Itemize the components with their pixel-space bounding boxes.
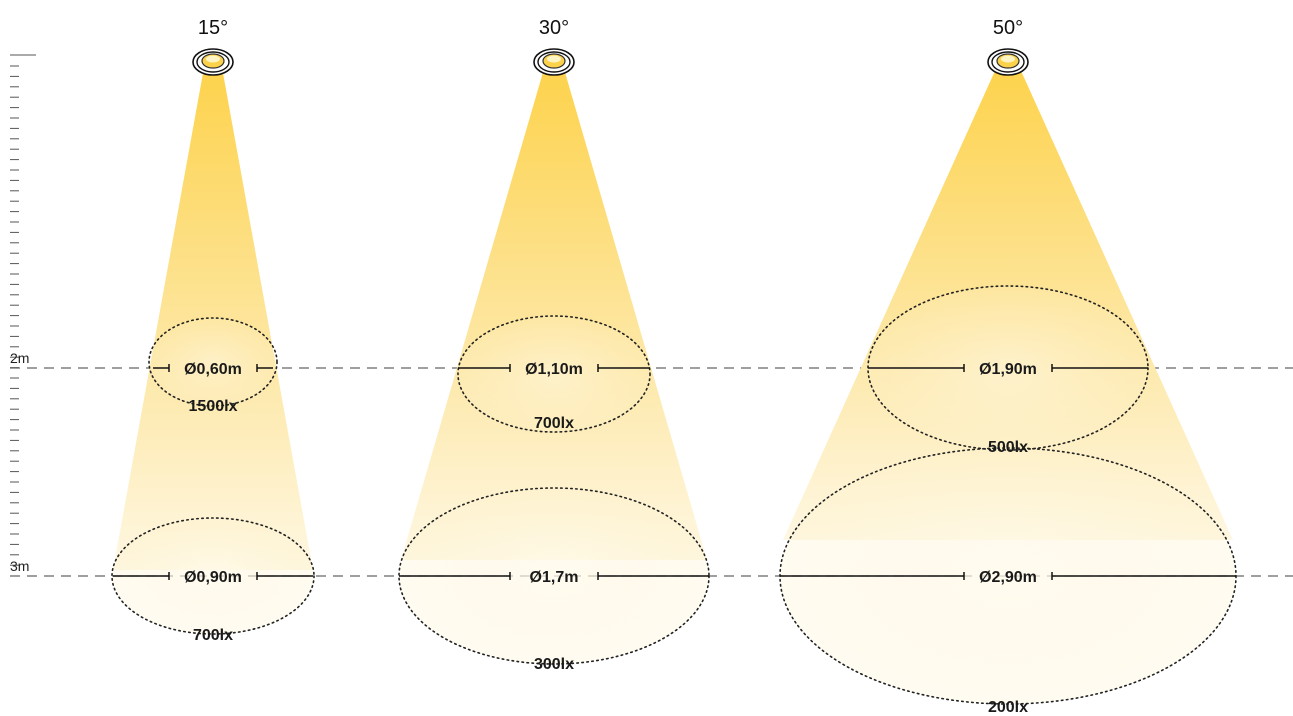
diameter-label: Ø1,10m	[525, 361, 583, 378]
illuminance-label: 700lx	[193, 627, 233, 644]
beams-group: 15° Ø0,60m 1500lx Ø0,90m 700lx 30° Ø1,10m 700lx…	[112, 17, 1236, 716]
height-label-2m: 2m	[10, 350, 29, 366]
illuminance-label: 1500lx	[189, 398, 238, 415]
downlight-fixture-icon	[534, 49, 574, 75]
illuminance-label: 300lx	[534, 656, 574, 673]
height-ruler	[10, 55, 36, 565]
illuminance-label: 200lx	[988, 699, 1028, 716]
diameter-label: Ø1,90m	[979, 361, 1037, 378]
beam-angle-label: 15°	[198, 17, 228, 39]
diameter-label: Ø0,60m	[184, 361, 242, 378]
beam-angle-label: 50°	[993, 17, 1023, 39]
downlight-fixture-icon	[193, 49, 233, 75]
beam-3: 50° Ø1,90m 500lx Ø2,90m 200lx	[780, 17, 1236, 716]
illuminance-label: 500lx	[988, 439, 1028, 456]
light-cone	[401, 62, 707, 560]
light-cone	[113, 62, 313, 570]
beam-2: 30° Ø1,10m 700lx Ø1,7m 300lx	[399, 17, 709, 673]
illuminance-label: 700lx	[534, 415, 574, 432]
height-label-3m: 3m	[10, 558, 29, 574]
beam-1: 15° Ø0,60m 1500lx Ø0,90m 700lx	[112, 17, 314, 644]
diameter-label: Ø1,7m	[530, 569, 579, 586]
downlight-fixture-icon	[988, 49, 1028, 75]
diameter-label: Ø0,90m	[184, 569, 242, 586]
beam-angle-label: 30°	[539, 17, 569, 39]
diameter-label: Ø2,90m	[979, 569, 1037, 586]
